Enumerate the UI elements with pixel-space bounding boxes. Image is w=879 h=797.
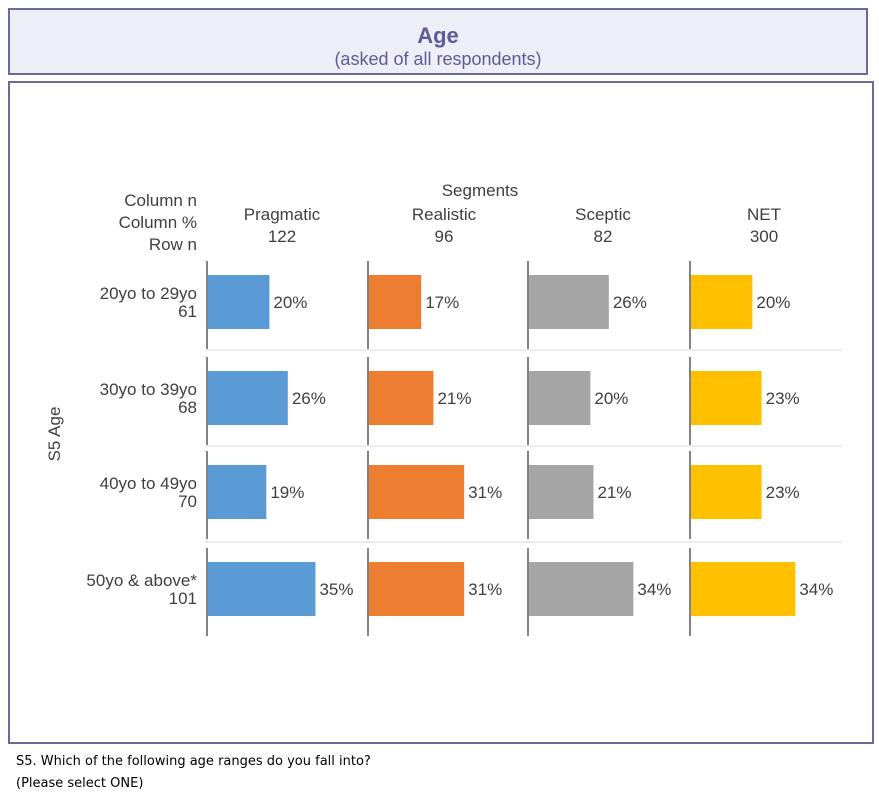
bar bbox=[208, 465, 267, 519]
bar bbox=[369, 562, 465, 616]
data-label: 26% bbox=[613, 293, 647, 312]
question-text: S5. Which of the following age ranges do… bbox=[16, 754, 371, 769]
data-label: 35% bbox=[319, 580, 353, 599]
data-label: 23% bbox=[766, 389, 800, 408]
column-header: Sceptic bbox=[575, 205, 631, 224]
row-n: 70 bbox=[178, 492, 197, 511]
row-label: 20yo to 29yo bbox=[100, 284, 197, 303]
bar bbox=[208, 562, 316, 616]
data-label: 17% bbox=[425, 293, 459, 312]
bar bbox=[691, 275, 753, 329]
bar bbox=[529, 275, 609, 329]
column-n: 82 bbox=[594, 227, 613, 246]
corner-label: Row n bbox=[149, 235, 197, 254]
chart-box: Column n Column % Row n Segments Pragmatic 12… bbox=[8, 81, 874, 744]
chart-title: Age bbox=[417, 23, 459, 48]
row-label: 50yo & above* bbox=[86, 571, 197, 590]
bar bbox=[691, 562, 796, 616]
column-header: NET bbox=[747, 205, 781, 224]
data-label: 21% bbox=[597, 483, 631, 502]
bar bbox=[529, 562, 634, 616]
chart-subtitle: (asked of all respondents) bbox=[334, 49, 542, 69]
bar bbox=[208, 371, 288, 425]
column-n: 300 bbox=[750, 227, 778, 246]
y-axis-title: S5 Age bbox=[45, 407, 64, 462]
row-n: 61 bbox=[178, 302, 197, 321]
data-label: 34% bbox=[799, 580, 833, 599]
data-label: 19% bbox=[270, 483, 304, 502]
segments-label: Segments bbox=[442, 181, 519, 200]
data-label: 34% bbox=[637, 580, 671, 599]
data-label: 20% bbox=[594, 389, 628, 408]
title-box: Age (asked of all respondents) bbox=[8, 8, 868, 75]
bar bbox=[369, 465, 465, 519]
age-by-segment-chart: Column n Column % Row n Segments Pragmatic 12… bbox=[45, 181, 842, 636]
column-n: 96 bbox=[435, 227, 454, 246]
bar bbox=[529, 465, 594, 519]
data-label: 31% bbox=[468, 483, 502, 502]
bar bbox=[369, 275, 422, 329]
row-n: 101 bbox=[169, 589, 197, 608]
row-n: 68 bbox=[178, 398, 197, 417]
bar bbox=[529, 371, 591, 425]
bar bbox=[691, 465, 762, 519]
row-label: 30yo to 39yo bbox=[100, 380, 197, 399]
data-label: 20% bbox=[273, 293, 307, 312]
bar bbox=[208, 275, 270, 329]
bar bbox=[691, 371, 762, 425]
corner-label: Column % bbox=[119, 213, 197, 232]
row-label: 40yo to 49yo bbox=[100, 474, 197, 493]
data-label: 21% bbox=[437, 389, 471, 408]
data-label: 26% bbox=[292, 389, 326, 408]
column-n: 122 bbox=[268, 227, 296, 246]
column-header: Pragmatic bbox=[244, 205, 321, 224]
data-label: 23% bbox=[766, 483, 800, 502]
data-label: 31% bbox=[468, 580, 502, 599]
corner-label: Column n bbox=[124, 191, 197, 210]
instruction-text: (Please select ONE) bbox=[16, 776, 144, 791]
column-header: Realistic bbox=[412, 205, 477, 224]
bar bbox=[369, 371, 434, 425]
data-label: 20% bbox=[756, 293, 790, 312]
